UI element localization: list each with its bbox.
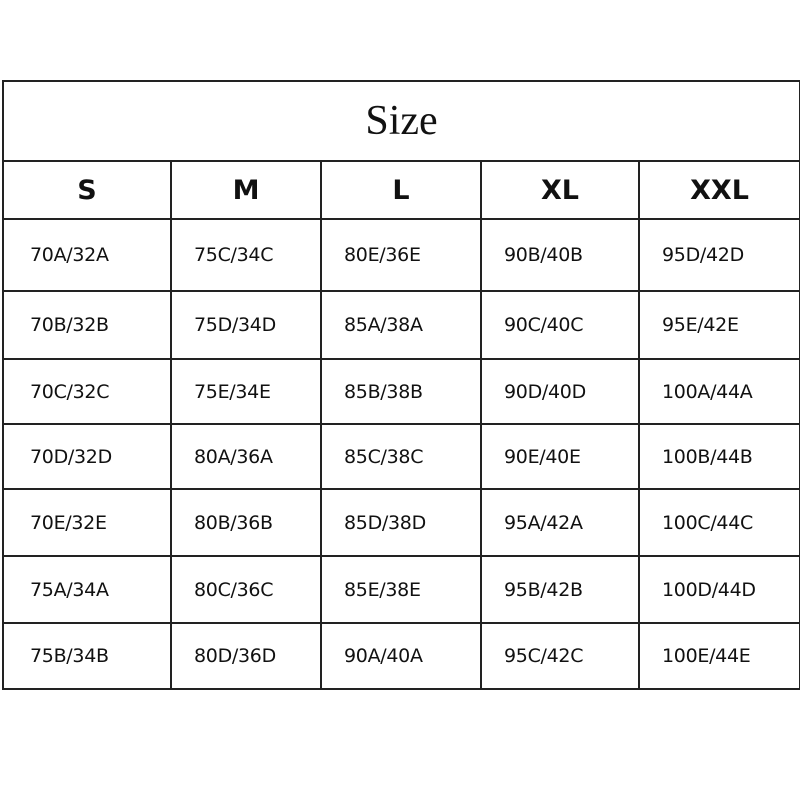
size-cell: 70D/32D <box>2 423 172 490</box>
size-cell: 80B/36B <box>170 488 322 557</box>
size-cell: 85A/38A <box>320 290 482 360</box>
table-row: 70A/32A 75C/34C 80E/36E 90B/40B 95D/42D <box>2 218 800 292</box>
size-table: Size S M L XL XXL 70A/32A 75C/34C 80E/36E 9… <box>1 80 800 690</box>
size-cell: 75E/34E <box>170 358 322 425</box>
size-cell: 95E/42E <box>637 290 800 360</box>
table-row: 75A/34A 80C/36C 85E/38E 95B/42B 100D/44D <box>2 555 800 624</box>
header-s: S <box>2 160 172 220</box>
size-cell: 100B/44B <box>637 423 800 490</box>
size-cell: 90D/40D <box>480 358 640 425</box>
size-cell: 95A/42A <box>480 488 640 557</box>
size-cell: 95D/42D <box>637 218 800 292</box>
size-cell: 80D/36D <box>170 622 322 690</box>
size-cell: 100E/44E <box>637 622 800 690</box>
table-row: 70D/32D 80A/36A 85C/38C 90E/40E 100B/44B <box>2 423 800 490</box>
size-cell: 70A/32A <box>2 218 172 292</box>
size-cell: 90C/40C <box>480 290 640 360</box>
size-cell: 85D/38D <box>320 488 482 557</box>
size-cell: 70B/32B <box>2 290 172 360</box>
header-l: L <box>320 160 482 220</box>
header-row: S M L XL XXL <box>2 160 800 220</box>
size-cell: 100C/44C <box>637 488 800 557</box>
table-row: 70E/32E 80B/36B 85D/38D 95A/42A 100C/44C <box>2 488 800 557</box>
size-cell: 85C/38C <box>320 423 482 490</box>
size-cell: 85B/38B <box>320 358 482 425</box>
size-cell: 85E/38E <box>320 555 482 624</box>
header-xxl: XXL <box>637 160 800 220</box>
size-cell: 100D/44D <box>637 555 800 624</box>
size-cell: 80C/36C <box>170 555 322 624</box>
size-cell: 90B/40B <box>480 218 640 292</box>
size-cell: 95C/42C <box>480 622 640 690</box>
size-cell: 75B/34B <box>2 622 172 690</box>
size-cell: 75A/34A <box>2 555 172 624</box>
size-cell: 90A/40A <box>320 622 482 690</box>
table-title: Size <box>1 80 800 162</box>
size-cell: 70C/32C <box>2 358 172 425</box>
size-cell: 80A/36A <box>170 423 322 490</box>
header-m: M <box>170 160 322 220</box>
size-cell: 95B/42B <box>480 555 640 624</box>
table-row: 70B/32B 75D/34D 85A/38A 90C/40C 95E/42E <box>2 290 800 360</box>
size-cell: 75D/34D <box>170 290 322 360</box>
size-cell: 80E/36E <box>320 218 482 292</box>
header-xl: XL <box>480 160 640 220</box>
table-row: 70C/32C 75E/34E 85B/38B 90D/40D 100A/44A <box>2 358 800 425</box>
size-cell: 75C/34C <box>170 218 322 292</box>
size-cell: 70E/32E <box>2 488 172 557</box>
size-cell: 90E/40E <box>480 423 640 490</box>
table-row: 75B/34B 80D/36D 90A/40A 95C/42C 100E/44E <box>2 622 800 690</box>
size-cell: 100A/44A <box>637 358 800 425</box>
